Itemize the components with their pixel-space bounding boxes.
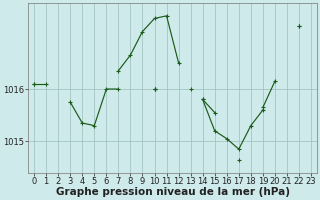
X-axis label: Graphe pression niveau de la mer (hPa): Graphe pression niveau de la mer (hPa) [56, 187, 290, 197]
